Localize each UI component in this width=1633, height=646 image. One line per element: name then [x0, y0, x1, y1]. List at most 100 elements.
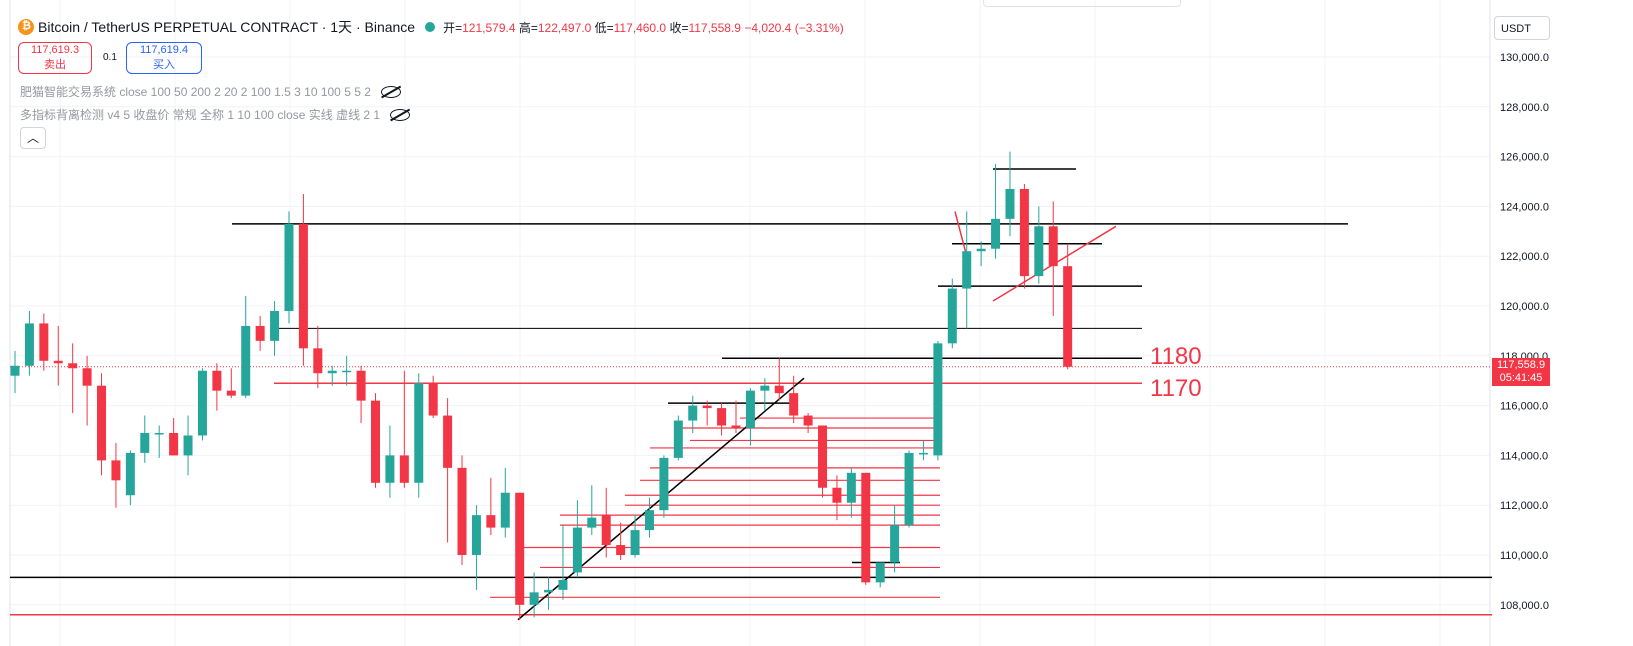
- candle-body: [183, 435, 193, 456]
- candle-body: [270, 310, 280, 341]
- last-price-tag: 117,558.9 05:41:45: [1492, 358, 1550, 386]
- candle-body: [1034, 226, 1044, 277]
- candle-body: [443, 415, 453, 468]
- candle-body: [327, 370, 337, 374]
- candle-body: [673, 420, 683, 458]
- last-price: 117,558.9: [1496, 359, 1546, 371]
- candle-body: [789, 393, 799, 416]
- candle-body: [1048, 226, 1058, 267]
- candle-body: [515, 492, 525, 605]
- currency-selector[interactable]: USDT: [1494, 16, 1550, 40]
- indicator-label: 多指标背离检测 v4 5 收盘价 常规 全称 1 10 100 close 实线…: [20, 108, 381, 122]
- candle-body: [399, 455, 409, 483]
- candle-body: [861, 472, 871, 583]
- candle-body: [846, 472, 856, 503]
- y-tick-label: 116,000.0: [1500, 401, 1548, 413]
- candle-body: [587, 517, 597, 528]
- candle-body: [803, 415, 813, 426]
- y-tick-label: 128,000.0: [1500, 102, 1549, 114]
- candle-body: [616, 545, 626, 555]
- candle-body: [471, 515, 481, 555]
- sell-button[interactable]: 117,619.3 卖出: [18, 42, 92, 74]
- candle-body: [918, 452, 928, 455]
- candle-body: [991, 218, 1001, 249]
- indicator-row-1[interactable]: 肥猫智能交易系统 close 100 50 200 2 20 2 100 1.5…: [20, 83, 401, 100]
- candle-body: [904, 452, 914, 526]
- candle-body: [890, 525, 900, 563]
- chart-header: Bitcoin / TetherUS PERPETUAL CONTRACT · …: [18, 16, 844, 38]
- annotation-1170: 1170: [1150, 375, 1202, 402]
- buy-label: 买入: [153, 59, 175, 71]
- candle-body: [10, 365, 20, 376]
- candle-body: [385, 455, 395, 483]
- y-tick-label: 130,000.0: [1500, 52, 1549, 64]
- candle-body: [947, 288, 957, 344]
- indicator-label: 肥猫智能交易系统 close 100 50 200 2 20 2 100 1.5…: [20, 85, 371, 99]
- y-tick-label: 126,000.0: [1500, 152, 1549, 164]
- candle-body: [731, 425, 741, 429]
- sell-price: 117,619.3: [30, 44, 80, 56]
- ohlc-values: 开=121,579.4 高=122,497.0 低=117,460.0 收=11…: [443, 20, 844, 35]
- top-toolbar-edge: [983, 0, 1181, 7]
- candle-body: [659, 457, 669, 511]
- eye-hidden-icon[interactable]: [380, 85, 401, 98]
- candle-body: [630, 530, 640, 555]
- indicator-row-2[interactable]: 多指标背离检测 v4 5 收盘价 常规 全称 1 10 100 close 实线…: [20, 106, 411, 123]
- y-tick-label: 122,000.0: [1500, 251, 1549, 263]
- candle-body: [529, 592, 539, 605]
- y-tick-label: 110,000.0: [1500, 550, 1548, 562]
- candle-body: [500, 492, 510, 528]
- candle-body: [284, 223, 294, 311]
- candle-body: [371, 400, 380, 483]
- eye-hidden-icon[interactable]: [390, 108, 411, 121]
- candle-body: [24, 323, 34, 366]
- countdown: 05:41:45: [1499, 372, 1543, 384]
- candle-body: [760, 385, 770, 391]
- sell-label: 卖出: [44, 59, 66, 71]
- collapse-indicators-button[interactable]: ︿: [20, 127, 46, 149]
- candle-body: [774, 385, 784, 394]
- candle-body: [457, 467, 467, 555]
- candle-body: [572, 527, 582, 573]
- symbol-title[interactable]: Bitcoin / TetherUS PERPETUAL CONTRACT · …: [38, 19, 416, 35]
- candle-body: [933, 343, 943, 456]
- annotation-1180: 1180: [1150, 343, 1202, 370]
- candle-body: [154, 432, 164, 435]
- candle-body: [486, 515, 496, 528]
- candle-body: [1005, 188, 1015, 219]
- candle-body: [53, 360, 63, 364]
- candle-body: [601, 515, 611, 546]
- candle-body: [226, 390, 236, 396]
- candle-body: [68, 363, 78, 369]
- candle-body: [97, 385, 107, 461]
- candle-body: [169, 432, 179, 456]
- candle-body: [125, 452, 135, 496]
- candle-body: [962, 251, 972, 289]
- y-tick-label: 112,000.0: [1500, 500, 1548, 512]
- candle-body: [544, 589, 554, 593]
- buy-button[interactable]: 117,619.4 买入: [126, 42, 202, 74]
- candle-body: [745, 390, 755, 429]
- candle-body: [414, 383, 424, 483]
- candle-body: [702, 405, 712, 409]
- candle-body: [39, 323, 49, 361]
- candle-body: [356, 370, 366, 401]
- market-open-dot-icon: [425, 22, 436, 32]
- candle-body: [140, 432, 150, 453]
- candle-body: [832, 487, 842, 503]
- bitcoin-logo-icon: [18, 19, 34, 35]
- candle-body: [298, 223, 308, 349]
- candle-body: [558, 579, 568, 590]
- candle-body: [428, 383, 438, 416]
- candle-body: [255, 325, 265, 341]
- y-tick-label: 114,000.0: [1500, 450, 1548, 462]
- chevron-up-icon: ︿: [26, 131, 39, 145]
- candle-body: [241, 325, 251, 396]
- candle-body: [875, 562, 885, 583]
- candle-body: [818, 425, 828, 488]
- candle-body: [82, 368, 92, 386]
- candle-body: [976, 248, 986, 252]
- buy-price: 117,619.4: [139, 44, 189, 56]
- candle-body: [313, 348, 323, 374]
